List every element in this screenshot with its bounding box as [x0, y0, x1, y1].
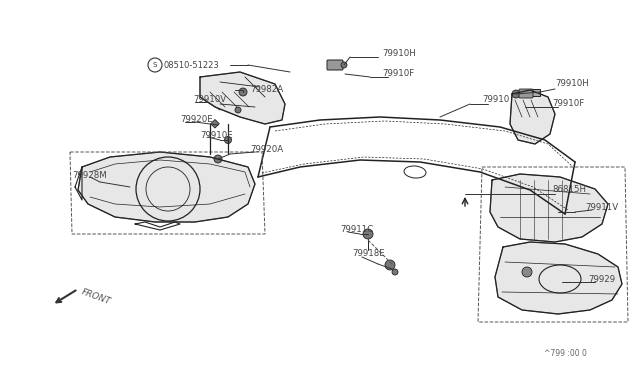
FancyBboxPatch shape [327, 60, 343, 70]
Text: 86815H: 86815H [552, 186, 586, 195]
Circle shape [214, 155, 222, 163]
Polygon shape [78, 152, 255, 222]
Text: 79929: 79929 [588, 275, 615, 283]
Polygon shape [490, 174, 608, 242]
Text: 79918E: 79918E [352, 250, 385, 259]
Circle shape [392, 269, 398, 275]
FancyBboxPatch shape [519, 89, 533, 98]
Text: 79910F: 79910F [552, 99, 584, 109]
Text: 08510-51223: 08510-51223 [163, 61, 219, 70]
Circle shape [225, 137, 232, 144]
Bar [528, 89, 540, 96]
Text: 79910H: 79910H [555, 80, 589, 89]
Circle shape [235, 107, 241, 113]
Text: 79910V: 79910V [193, 96, 226, 105]
Text: 79910H: 79910H [382, 49, 416, 58]
Text: ^799 :00 0: ^799 :00 0 [544, 350, 587, 359]
Text: 79928M: 79928M [72, 170, 107, 180]
Text: 79910E: 79910E [200, 131, 233, 140]
Text: 79982A: 79982A [250, 86, 283, 94]
Polygon shape [495, 242, 622, 314]
Text: 79910F: 79910F [382, 70, 414, 78]
Text: 79920E: 79920E [180, 115, 212, 125]
Circle shape [512, 90, 520, 98]
Circle shape [341, 62, 347, 68]
Polygon shape [200, 72, 285, 124]
Text: S: S [153, 62, 157, 68]
Text: 79920A: 79920A [250, 145, 283, 154]
Circle shape [385, 260, 395, 270]
Bar [211, 119, 220, 128]
Text: 79911C: 79911C [340, 225, 373, 234]
Circle shape [363, 229, 373, 239]
Circle shape [239, 88, 247, 96]
Polygon shape [510, 90, 555, 144]
Text: 79910: 79910 [482, 96, 509, 105]
Circle shape [522, 267, 532, 277]
Text: 79911V: 79911V [585, 202, 618, 212]
Text: FRONT: FRONT [80, 288, 112, 307]
